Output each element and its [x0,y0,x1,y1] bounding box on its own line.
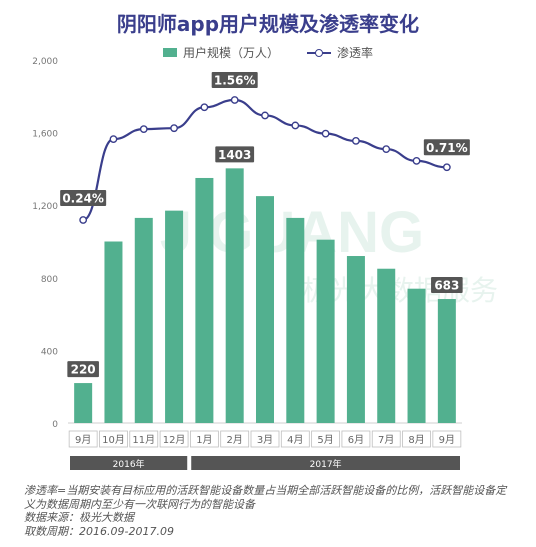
x-tick-label: 3月 [257,434,273,446]
line-point [412,157,421,165]
x-tick-box [280,430,310,448]
x-tick-label: 9月 [75,434,91,446]
legend-label-penetration: 渗透率 [337,46,374,60]
y-tick-label: 800 [41,275,58,285]
x-tick-box [68,430,98,448]
bar [286,217,305,423]
x-tick-box [250,430,280,448]
x-tick-label: 12月 [163,434,186,446]
bar [346,256,365,423]
line-point [352,137,360,145]
data-label-box [67,361,99,378]
year-group-label: 2016年 [113,458,145,470]
data-label: 683 [434,279,459,293]
x-tick-label: 10月 [102,434,125,446]
y-tick-label: 400 [41,347,58,357]
y-tick-label: 0 [52,420,58,430]
data-label: 220 [71,363,96,377]
bar [134,217,153,423]
bar [407,288,426,423]
data-label-box [215,146,255,163]
legend-item-penetration: 渗透率 [307,44,373,61]
data-label-box [431,277,463,294]
bar [195,177,214,423]
bar [316,239,335,423]
bar [104,241,123,423]
data-label-box [423,139,470,156]
x-tick-label: 11月 [132,434,155,446]
legend-line-swatch [307,48,331,58]
footnote-definition-line-2: 义为数据周期内至少有一次联网行为的智能设备 [24,497,255,511]
x-tick-label: 9月 [439,434,455,446]
data-label: 1.56% [214,74,256,88]
x-tick-label: 4月 [287,434,303,446]
bar [437,299,456,423]
legend-item-users: 用户规模（万人） [162,44,279,61]
bar [256,196,274,423]
legend: 用户规模（万人） 渗透率 [0,44,536,61]
x-tick-label: 5月 [317,434,333,446]
y-tick-label: 1,600 [32,130,58,140]
line-point [139,125,148,133]
line-point [321,129,330,138]
x-tick-box [220,430,250,448]
x-tick-box [159,430,189,448]
x-tick-box [311,430,341,448]
x-tick-box [432,430,462,448]
y-tick-label: 2,000 [32,57,58,67]
line-point [442,163,451,172]
x-tick-box [341,430,371,448]
line-point [291,121,300,130]
line-point [79,216,88,224]
bar [225,168,244,423]
footnote: 渗透率=当期安装有目标应用的活跃智能设备数量占当期全部活跃智能设备的比例，活跃智… [24,484,524,538]
line-point [200,103,209,112]
y-tick-label: 1,200 [32,202,58,212]
bar [74,383,93,423]
watermark-subtext: 极光大数据服务 [302,274,498,307]
x-tick-label: 8月 [408,434,424,446]
data-label-box [60,190,107,206]
footnote-period: 取数周期：2016.09-2017.09 [24,524,174,538]
line-point [109,135,118,143]
data-label: 0.24% [62,192,104,206]
line-point [170,124,178,133]
data-label-box [211,72,258,88]
x-tick-box [99,430,128,448]
bar [377,268,396,423]
line-point [261,111,269,120]
x-tick-box [371,430,401,448]
year-group-label: 2017年 [310,458,342,470]
line-point [382,145,391,153]
x-tick-label: 1月 [196,434,212,446]
legend-bar-swatch [162,48,177,57]
x-tick-box [129,430,159,448]
x-tick-label: 2月 [227,434,243,446]
data-label: 1403 [218,148,251,162]
line-point [230,96,239,104]
year-group-box [191,456,460,470]
chart-title: 阴阳师app用户规模及渗透率变化 [116,12,420,36]
data-label: 0.71% [426,141,468,155]
x-tick-label: 6月 [348,434,364,446]
year-group-box [70,456,188,470]
bar [165,210,184,423]
footnote-source: 数据来源：极光大数据 [24,511,134,524]
legend-label-users: 用户规模（万人） [182,46,279,60]
x-tick-label: 7月 [378,434,394,446]
x-tick-box [189,430,219,448]
footnote-definition-line-1: 渗透率=当期安装有目标应用的活跃智能设备数量占当期全部活跃智能设备的比例，活跃智… [24,484,507,497]
x-tick-box [402,430,431,448]
